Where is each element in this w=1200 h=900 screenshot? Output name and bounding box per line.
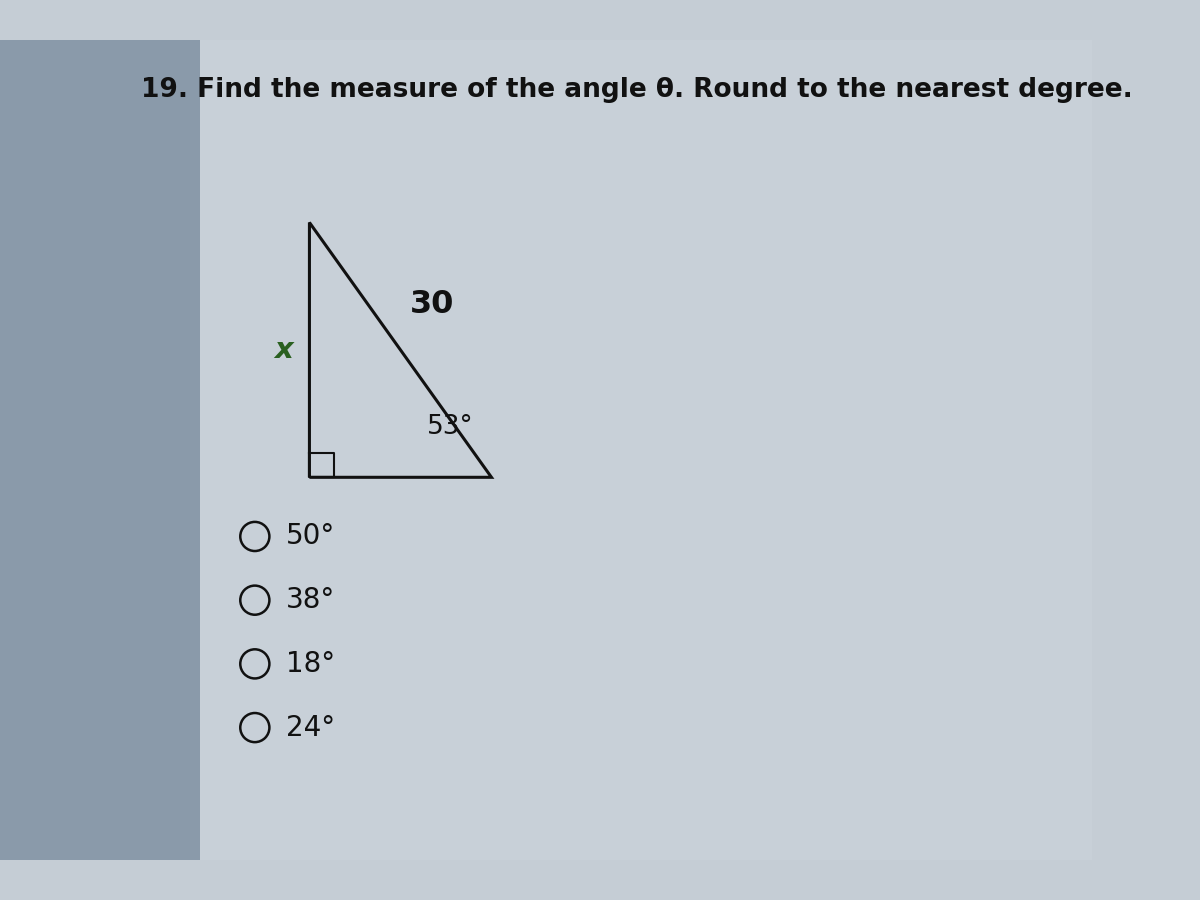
Text: 19. Find the measure of the angle θ. Round to the nearest degree.: 19. Find the measure of the angle θ. Rou… bbox=[142, 76, 1133, 103]
Text: x: x bbox=[275, 336, 293, 364]
Text: 50°: 50° bbox=[286, 523, 335, 551]
Text: 18°: 18° bbox=[286, 650, 335, 678]
Text: 24°: 24° bbox=[286, 714, 335, 742]
Text: 30: 30 bbox=[410, 289, 455, 320]
Bar bbox=[0, 40, 200, 859]
Text: 38°: 38° bbox=[286, 586, 335, 614]
Bar bbox=[200, 40, 1092, 859]
Text: 53°: 53° bbox=[427, 414, 474, 440]
